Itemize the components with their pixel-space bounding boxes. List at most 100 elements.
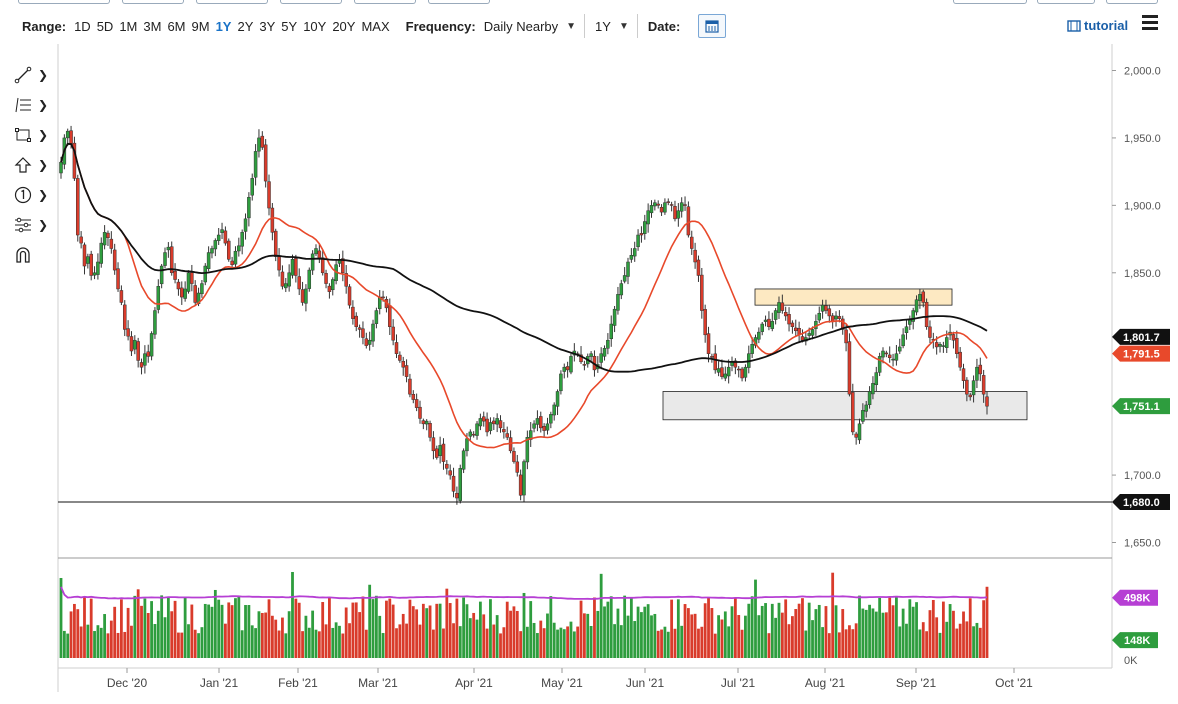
volume-bar	[572, 631, 576, 658]
candle	[955, 337, 959, 354]
top-tab[interactable]	[122, 0, 184, 4]
candle	[773, 310, 778, 320]
volume-bar	[378, 615, 382, 658]
candle	[361, 328, 365, 338]
top-tab[interactable]	[1106, 0, 1158, 4]
x-tick-label: Oct '21	[995, 676, 1033, 690]
volume-bar	[673, 628, 677, 658]
film-icon	[1067, 19, 1081, 32]
volume-bar	[465, 604, 469, 658]
range-max[interactable]: MAX	[361, 18, 390, 34]
volume-bar	[948, 604, 952, 658]
magnet-tool[interactable]	[14, 240, 54, 270]
candle	[438, 445, 442, 456]
range-2y[interactable]: 2Y	[237, 18, 254, 34]
hamburger-icon	[1142, 15, 1158, 30]
volume-bar	[777, 602, 781, 658]
volume-bar	[693, 613, 697, 658]
volume-bar	[955, 628, 959, 658]
frequency-dropdown[interactable]: Daily Nearby ▼	[484, 19, 576, 34]
top-tab[interactable]	[428, 0, 490, 4]
volume-bar	[143, 598, 147, 658]
candle	[696, 259, 701, 276]
volume-bar	[700, 626, 704, 658]
candle	[861, 410, 865, 422]
volume-bar	[401, 613, 405, 658]
volume-bar	[260, 612, 264, 658]
line-tool[interactable]: ❯	[14, 60, 54, 90]
measure-tool[interactable]: ❯	[14, 210, 54, 240]
volume-bar	[579, 600, 583, 658]
candle	[562, 366, 567, 372]
volume-bar	[502, 627, 506, 658]
candle	[169, 246, 174, 274]
candle	[619, 283, 624, 296]
volume-bar	[556, 629, 559, 658]
volume-bar	[901, 608, 905, 658]
x-tick-label: May '21	[541, 676, 583, 690]
rectangle-tool[interactable]: ❯	[14, 120, 54, 150]
range-1m[interactable]: 1M	[119, 18, 138, 34]
candle	[894, 353, 899, 361]
volume-bar	[79, 626, 83, 658]
volume-bar	[807, 602, 811, 658]
menu-button[interactable]	[1142, 15, 1158, 31]
candle	[582, 364, 587, 366]
top-tab[interactable]	[354, 0, 416, 4]
volume-layer	[59, 571, 989, 658]
candle	[975, 366, 979, 381]
top-tab[interactable]	[18, 0, 110, 4]
candle	[871, 383, 875, 395]
range-1y[interactable]: 1Y	[215, 18, 232, 34]
volume-bar	[438, 603, 442, 658]
volume-bar	[408, 599, 412, 658]
candle	[287, 272, 291, 287]
candle	[790, 322, 795, 327]
candle	[481, 416, 486, 422]
volume-bar	[203, 603, 207, 658]
candle	[834, 315, 838, 320]
range-6m[interactable]: 6M	[167, 18, 186, 34]
volume-bar	[747, 603, 751, 658]
tutorial-link[interactable]: tutorial	[1067, 18, 1128, 33]
range-20y[interactable]: 20Y	[332, 18, 356, 34]
top-tab[interactable]	[953, 0, 1027, 4]
candle	[659, 206, 664, 213]
volume-bar	[780, 612, 784, 658]
volume-tag	[1112, 589, 1158, 606]
volume-bar	[153, 624, 157, 658]
range-5y[interactable]: 5Y	[281, 18, 298, 34]
range-9m[interactable]: 9M	[191, 18, 210, 34]
number-marker-tool[interactable]: ❯	[14, 180, 54, 210]
fibonacci-tool[interactable]: ❯	[14, 90, 54, 120]
range-3m[interactable]: 3M	[143, 18, 162, 34]
volume-tag-label: 498K	[1124, 593, 1150, 605]
volume-bar	[858, 595, 861, 658]
volume-bar	[546, 613, 549, 658]
candle	[777, 302, 781, 313]
volume-bar	[697, 628, 700, 658]
arrow-tool[interactable]: ❯	[14, 150, 54, 180]
volume-bar	[281, 617, 284, 658]
volume-bar	[462, 597, 466, 658]
top-tab[interactable]	[280, 0, 342, 4]
volume-bar	[784, 599, 788, 658]
range-10y[interactable]: 10Y	[303, 18, 327, 34]
range-1d[interactable]: 1D	[74, 18, 91, 34]
candle	[357, 327, 362, 330]
volume-bar	[831, 572, 835, 658]
top-tab[interactable]	[196, 0, 268, 4]
volume-bar	[287, 611, 291, 658]
volume-bar	[629, 597, 633, 658]
candle	[475, 423, 479, 436]
range-3y[interactable]: 3Y	[259, 18, 276, 34]
period-dropdown[interactable]: 1Y ▼	[595, 19, 629, 34]
volume-bar	[109, 620, 113, 658]
volume-bar	[925, 631, 929, 658]
candle	[602, 348, 607, 357]
candle	[515, 461, 520, 473]
range-5d[interactable]: 5D	[96, 18, 114, 34]
top-tab[interactable]	[1037, 0, 1095, 4]
calendar-button[interactable]	[698, 14, 727, 38]
